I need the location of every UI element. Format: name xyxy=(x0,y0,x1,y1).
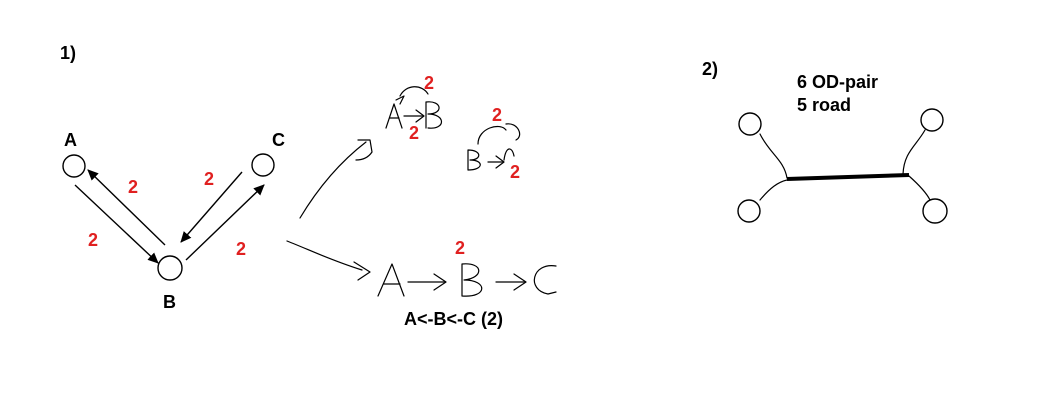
node-top-right xyxy=(920,108,944,132)
sketch-top-weight-1: 2 xyxy=(424,73,434,93)
main-road xyxy=(786,173,910,181)
chain-label: A<-B<-C (2) xyxy=(404,309,503,329)
node-c-label: C xyxy=(272,130,285,150)
node-a xyxy=(62,154,86,178)
section-label-2: 2) xyxy=(702,59,718,79)
sketch-top-weight-2: 2 xyxy=(409,123,419,143)
weight-c-to-b: 2 xyxy=(204,169,214,189)
node-a-label: A xyxy=(64,130,77,150)
sketch-arrow-down xyxy=(286,240,371,281)
sketch-top-weight-4: 2 xyxy=(510,162,520,182)
section-label-1: 1) xyxy=(60,43,76,63)
node-bottom-left xyxy=(737,199,761,223)
sketch-top-weight-3: 2 xyxy=(492,105,502,125)
weight-b-to-a: 2 xyxy=(128,177,138,197)
weight-b-to-c: 2 xyxy=(236,239,246,259)
road-bottom-right xyxy=(908,175,931,201)
weight-a-to-b: 2 xyxy=(88,230,98,250)
edge-b-to-c xyxy=(185,184,265,261)
sketch-bottom-weight: 2 xyxy=(455,238,465,258)
node-b-label: B xyxy=(163,292,176,312)
edge-c-to-b xyxy=(180,171,243,243)
sketch-top xyxy=(385,86,521,171)
sketch-arrow-up xyxy=(299,139,373,219)
sketch-bottom xyxy=(377,263,557,297)
edge-a-to-b xyxy=(74,184,159,264)
road-bottom-left xyxy=(759,179,788,201)
edge-b-to-a xyxy=(87,169,166,246)
node-b xyxy=(157,255,183,281)
node-c xyxy=(251,153,275,177)
road-top-left xyxy=(759,133,788,179)
node-bottom-right xyxy=(922,198,948,224)
road-count: 5 road xyxy=(797,95,851,115)
road-top-right xyxy=(902,129,926,175)
od-pair-count: 6 OD-pair xyxy=(797,72,878,92)
node-top-left xyxy=(738,112,762,136)
